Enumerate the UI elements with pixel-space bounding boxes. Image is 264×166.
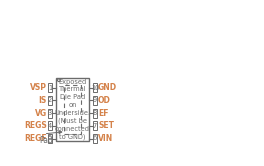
Text: 5: 5 [48,135,52,141]
Text: 6: 6 [93,135,97,141]
Text: EF: EF [98,109,109,118]
Text: Exposed
Thermal
Die Pad
on
Underside.
(Must be
connected
to GND): Exposed Thermal Die Pad on Underside. (M… [54,79,91,140]
Text: 9: 9 [93,97,97,103]
Bar [48,134,52,143]
Bar [48,96,52,105]
Bar [48,109,52,118]
Text: REGS: REGS [24,121,47,130]
Text: 4: 4 [48,123,52,129]
Bar [64,85,81,134]
Text: 3: 3 [48,110,52,116]
Text: IS: IS [39,96,47,105]
Text: VIN: VIN [98,134,113,143]
Text: 2: 2 [48,97,52,103]
Text: REGF: REGF [24,134,47,143]
Text: VG: VG [35,109,47,118]
Bar [93,134,97,143]
Text: 10: 10 [91,85,99,91]
Text: OD: OD [98,96,111,105]
Bar [93,96,97,105]
Bar [93,109,97,118]
Text: SET: SET [98,121,114,130]
Text: 8: 8 [93,110,97,116]
Bar [93,83,97,92]
Bar [48,83,52,92]
Text: Pad: Pad [39,136,53,145]
Text: 1: 1 [48,85,52,91]
Text: VSP: VSP [30,83,47,92]
Text: GND: GND [98,83,117,92]
Text: 7: 7 [93,123,97,129]
Bar [56,78,89,141]
Bar [48,121,52,130]
Bar [93,121,97,130]
